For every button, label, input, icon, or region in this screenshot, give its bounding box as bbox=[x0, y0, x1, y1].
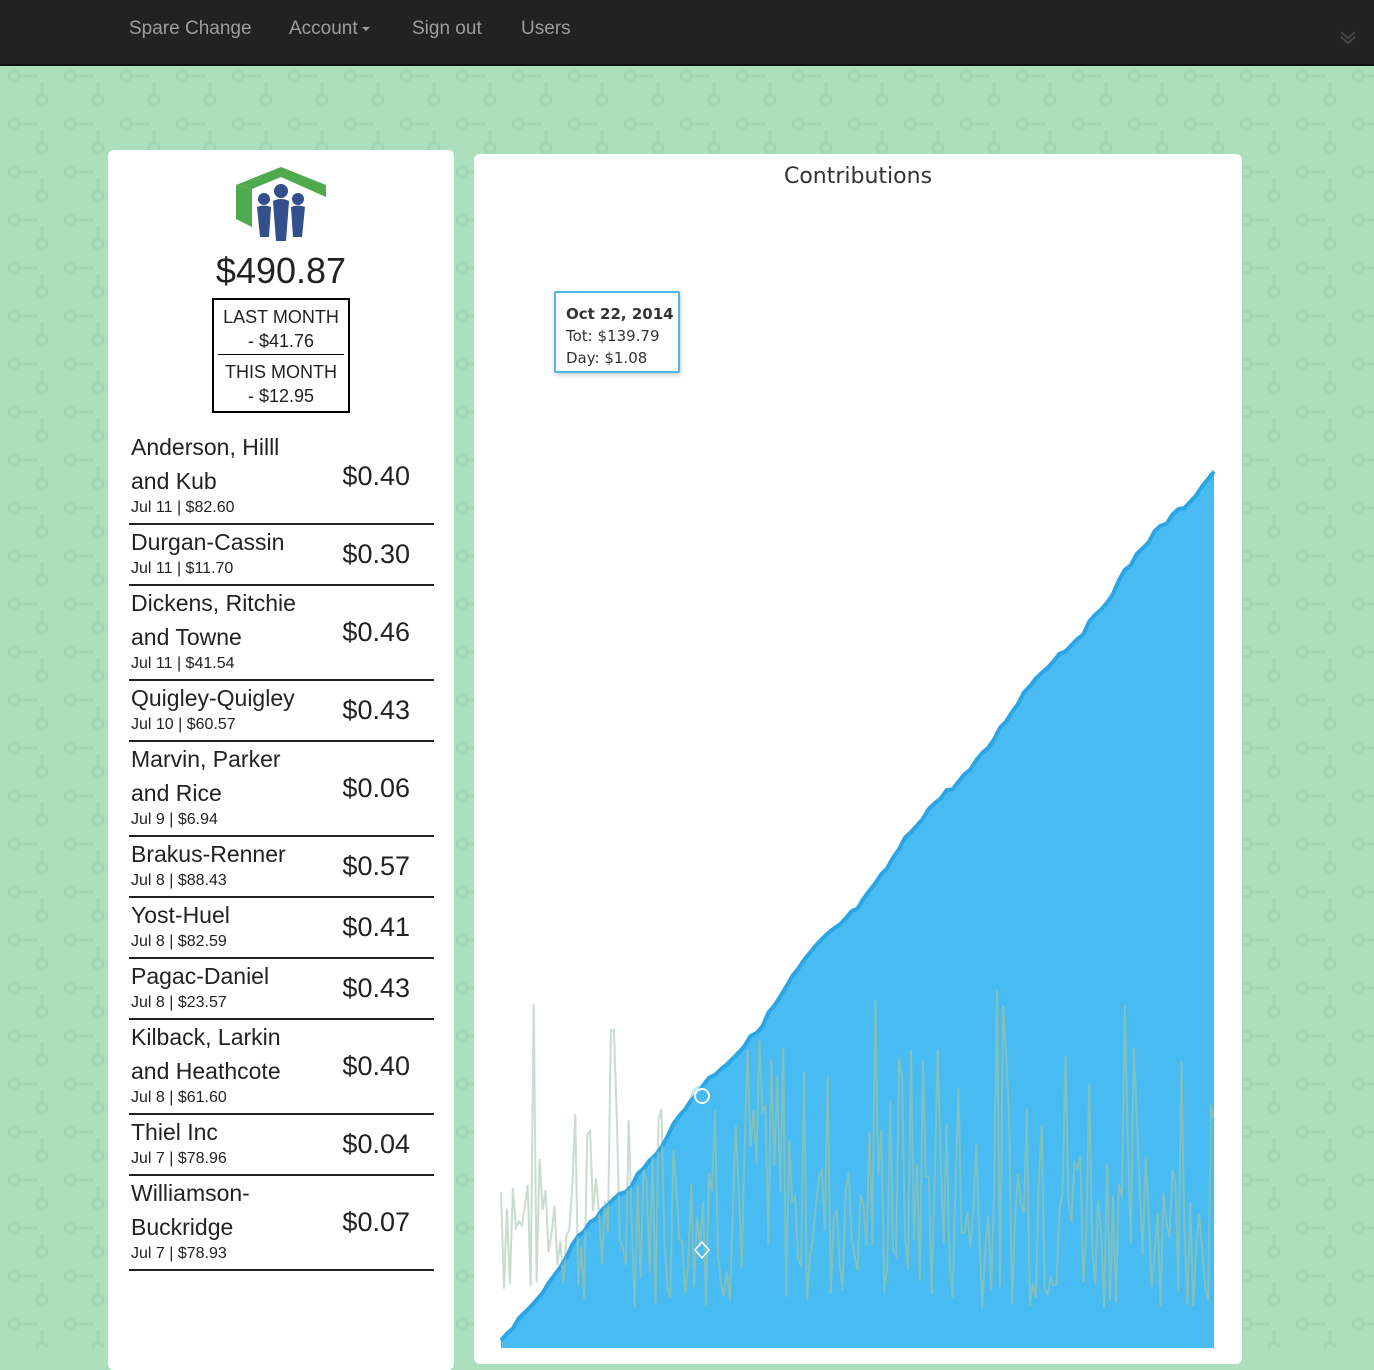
nav-users-link[interactable]: Users bbox=[521, 18, 571, 39]
habitat-logo-icon bbox=[236, 167, 326, 241]
month-divider bbox=[218, 354, 344, 355]
transaction-meta: Jul 8 | $82.59 bbox=[131, 933, 227, 950]
transaction-meta: Jul 7 | $78.93 bbox=[131, 1245, 227, 1262]
transaction-amount: $0.57 bbox=[342, 851, 410, 881]
contributions-chart-panel: Contributions Oct 22, 2014 Tot: $139.79 … bbox=[474, 154, 1242, 1364]
transaction-name: Williamson-Buckridge bbox=[131, 1180, 250, 1240]
transaction-row[interactable]: Quigley-Quigley Jul 10 | $60.57 $0.43 bbox=[129, 681, 434, 742]
tooltip-date: Oct 22, 2014 bbox=[566, 305, 674, 323]
transaction-amount: $0.06 bbox=[342, 773, 410, 803]
tooltip-total: Tot: $139.79 bbox=[566, 327, 660, 345]
transaction-meta: Jul 7 | $78.96 bbox=[131, 1150, 227, 1167]
transaction-name: Quigley-Quigley bbox=[131, 685, 295, 711]
transaction-row[interactable]: Dickens, Ritchie and Towne Jul 11 | $41.5… bbox=[129, 586, 434, 681]
day-series-line bbox=[501, 990, 1214, 1309]
collapse-icon[interactable] bbox=[1338, 26, 1358, 46]
nav-account-label: Account bbox=[289, 18, 358, 39]
total-amount: $490.87 bbox=[215, 250, 347, 291]
this-month-label: THIS MONTH bbox=[225, 362, 337, 382]
transaction-amount: $0.04 bbox=[342, 1129, 410, 1159]
transaction-row[interactable]: Thiel Inc Jul 7 | $78.96 $0.04 bbox=[129, 1115, 434, 1176]
summary-panel: $490.87 LAST MONTH - $41.76 THIS MONTH -… bbox=[108, 150, 454, 1370]
transaction-row[interactable]: Brakus-Renner Jul 8 | $88.43 $0.57 bbox=[129, 837, 434, 898]
transaction-row[interactable]: Marvin, Parker and Rice Jul 9 | $6.94 $0.0… bbox=[129, 742, 434, 837]
transaction-meta: Jul 11 | $82.60 bbox=[131, 499, 235, 516]
transaction-name: Marvin, Parker and Rice bbox=[131, 746, 281, 806]
navbar: Spare Change Account Sign out Users bbox=[0, 0, 1374, 66]
tooltip-day: Day: $1.08 bbox=[566, 349, 648, 367]
transaction-name: Thiel Inc bbox=[131, 1119, 218, 1145]
transaction-name: Dickens, Ritchie and Towne bbox=[131, 590, 296, 650]
transaction-meta: Jul 11 | $11.70 bbox=[131, 560, 234, 577]
transaction-row[interactable]: Anderson, Hilll and Kub Jul 11 | $82.60 $0… bbox=[129, 430, 434, 525]
transaction-amount: $0.41 bbox=[342, 912, 410, 942]
transaction-name: Brakus-Renner bbox=[131, 841, 286, 867]
this-month-value: - $12.95 bbox=[247, 386, 315, 406]
transaction-name: Kilback, Larkin and Heathcote bbox=[131, 1024, 281, 1084]
transaction-meta: Jul 8 | $61.60 bbox=[131, 1089, 227, 1106]
transaction-meta: Jul 9 | $6.94 bbox=[131, 811, 218, 828]
transaction-amount: $0.07 bbox=[342, 1207, 410, 1237]
transaction-list: Anderson, Hilll and Kub Jul 11 | $82.60 $0… bbox=[129, 430, 434, 1271]
caret-down-icon bbox=[361, 26, 370, 31]
contributions-chart[interactable] bbox=[474, 154, 1242, 1348]
transaction-name: Durgan-Cassin bbox=[131, 529, 285, 555]
transaction-row[interactable]: Kilback, Larkin and Heathcote Jul 8 | $61… bbox=[129, 1020, 434, 1115]
chart-tooltip: Oct 22, 2014 Tot: $139.79 Day: $1.08 bbox=[554, 291, 680, 373]
last-month-label: LAST MONTH bbox=[223, 307, 339, 327]
hover-point-day[interactable] bbox=[694, 1240, 710, 1260]
hover-point-total[interactable] bbox=[694, 1088, 710, 1104]
transaction-amount: $0.43 bbox=[342, 973, 410, 1003]
last-month-value: - $41.76 bbox=[247, 331, 315, 351]
transaction-row[interactable]: Williamson-Buckridge Jul 7 | $78.93 $0.07 bbox=[129, 1176, 434, 1271]
transaction-name: Pagac-Daniel bbox=[131, 963, 270, 989]
transaction-meta: Jul 8 | $23.57 bbox=[131, 994, 227, 1011]
transaction-amount: $0.40 bbox=[342, 461, 410, 491]
total-series-line bbox=[499, 470, 1216, 1342]
transaction-amount: $0.43 bbox=[342, 695, 410, 725]
transaction-row[interactable]: Durgan-Cassin Jul 11 | $11.70 $0.30 bbox=[129, 525, 434, 586]
transaction-amount: $0.40 bbox=[342, 1051, 410, 1081]
transaction-row[interactable]: Yost-Huel Jul 8 | $82.59 $0.41 bbox=[129, 898, 434, 959]
transaction-row[interactable]: Pagac-Daniel Jul 8 | $23.57 $0.43 bbox=[129, 959, 434, 1020]
transaction-meta: Jul 10 | $60.57 bbox=[131, 716, 236, 733]
nav-sign-out-link[interactable]: Sign out bbox=[412, 18, 482, 39]
transaction-meta: Jul 8 | $88.43 bbox=[131, 872, 227, 889]
transaction-name: Yost-Huel bbox=[131, 902, 230, 928]
nav-account-dropdown[interactable]: Account bbox=[289, 18, 370, 40]
monthly-summary-box: LAST MONTH - $41.76 THIS MONTH - $12.95 bbox=[212, 298, 350, 413]
chart-title: Contributions bbox=[783, 164, 933, 189]
transaction-amount: $0.30 bbox=[342, 539, 410, 569]
transaction-amount: $0.46 bbox=[342, 617, 410, 647]
nav-brand-link[interactable]: Spare Change bbox=[129, 18, 252, 39]
transaction-meta: Jul 11 | $41.54 bbox=[131, 655, 235, 672]
transaction-name: Anderson, Hilll and Kub bbox=[131, 434, 280, 494]
